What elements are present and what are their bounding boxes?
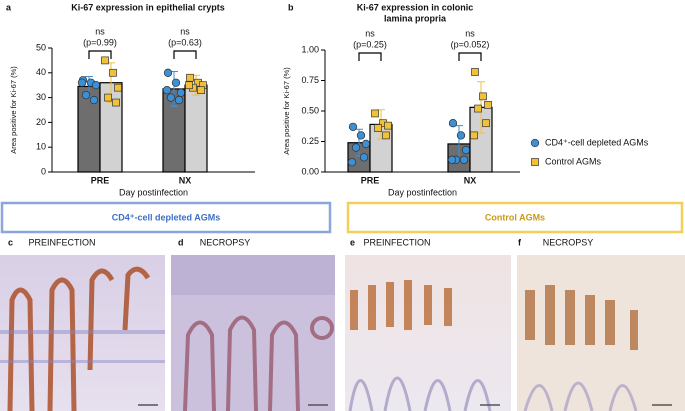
significance-bracket <box>173 50 197 59</box>
chart-title: lamina propria <box>384 13 447 23</box>
data-point <box>374 124 382 132</box>
data-point <box>447 155 457 164</box>
y-tick-label: 40 <box>36 67 46 77</box>
data-point <box>471 68 479 76</box>
panel-letter: a <box>6 2 12 12</box>
data-point <box>448 119 458 128</box>
x-tick-label: NX <box>179 175 192 185</box>
significance-bracket <box>88 50 112 59</box>
data-point <box>171 78 181 87</box>
x-tick-label: PRE <box>91 175 110 185</box>
significance-label: ns <box>465 28 475 38</box>
chart-title: Ki-67 expression in colonic <box>357 2 474 12</box>
data-point <box>347 158 357 167</box>
data-point <box>176 88 186 97</box>
data-point <box>459 155 469 164</box>
y-tick-label: 0.75 <box>301 75 319 85</box>
data-point <box>112 98 120 107</box>
legend-label: Control AGMs <box>545 156 602 166</box>
panel-letter: c <box>8 237 13 247</box>
y-tick-label: 0 <box>41 166 46 176</box>
image-caption: NECROPSY <box>200 237 251 247</box>
data-point <box>77 78 87 87</box>
y-tick-label: 1.00 <box>301 44 319 54</box>
data-point <box>91 81 101 90</box>
significance-label: ns <box>95 26 105 36</box>
group-label: CD4⁺-cell depleted AGMs <box>112 212 220 222</box>
significance-bracket <box>458 52 482 61</box>
x-axis-label: Day postinfection <box>119 187 188 197</box>
data-point <box>371 109 379 118</box>
x-axis-label: Day postinfection <box>388 187 457 197</box>
data-point <box>166 93 176 102</box>
data-point <box>114 83 122 92</box>
data-point <box>197 86 205 95</box>
y-tick-label: 50 <box>36 42 46 52</box>
image-caption: PREINFECTION <box>363 237 430 247</box>
significance-label: ns <box>365 28 375 38</box>
micrograph <box>345 255 511 411</box>
image-caption: NECROPSY <box>543 237 594 247</box>
group-label: Control AGMs <box>485 212 545 222</box>
panel-letter: d <box>178 237 184 247</box>
significance-label: ns <box>180 26 190 36</box>
data-point <box>348 122 358 132</box>
micrograph <box>171 255 335 411</box>
data-point <box>185 81 193 90</box>
panel-letter: f <box>518 237 522 247</box>
y-tick-label: 0.50 <box>301 105 319 115</box>
data-point <box>482 119 490 128</box>
x-tick-label: NX <box>464 175 477 185</box>
data-point <box>101 56 109 65</box>
group-box <box>0 201 332 234</box>
y-axis-label: Area positive for Ki-67 (%) <box>9 66 18 154</box>
data-point <box>174 95 184 105</box>
chart-title: Ki-67 expression in epithelial crypts <box>71 2 225 12</box>
y-tick-label: 30 <box>36 92 46 102</box>
data-point <box>474 104 482 113</box>
data-point <box>356 131 366 140</box>
bar <box>184 84 208 173</box>
data-point <box>479 92 487 101</box>
legend-label: CD4⁺-cell depleted AGMs <box>545 137 649 147</box>
data-point <box>89 95 99 105</box>
panel-letter: b <box>288 2 294 12</box>
data-point <box>186 73 194 82</box>
data-point <box>162 86 172 95</box>
data-point <box>456 131 466 140</box>
x-tick-label: PRE <box>361 175 380 185</box>
panel-letter: e <box>350 237 355 247</box>
y-axis-label: Area positive for Ki-67 (%) <box>282 67 291 155</box>
legend-marker <box>531 158 539 166</box>
data-point <box>361 139 371 149</box>
data-point <box>351 143 361 152</box>
y-tick-label: 20 <box>36 117 46 127</box>
y-tick-label: 10 <box>36 142 46 152</box>
significance-label: (p=0.25) <box>353 39 387 49</box>
data-point <box>461 145 471 155</box>
significance-label: (p=0.63) <box>168 37 202 47</box>
data-point <box>163 68 173 77</box>
data-point <box>104 93 112 102</box>
data-point <box>384 121 392 130</box>
legend-marker <box>530 138 540 148</box>
data-point <box>470 131 478 140</box>
significance-bracket <box>358 52 382 61</box>
y-tick-label: 0.25 <box>301 136 319 146</box>
image-caption: PREINFECTION <box>28 237 95 247</box>
data-point <box>109 68 117 77</box>
data-point <box>81 90 91 100</box>
significance-label: (p=0.052) <box>451 39 490 49</box>
significance-label: (p=0.99) <box>83 37 117 47</box>
data-point <box>484 101 492 109</box>
y-tick-label: 0.00 <box>301 166 319 176</box>
group-box <box>346 201 684 234</box>
micrograph <box>517 255 685 411</box>
micrograph <box>0 255 165 411</box>
data-point <box>359 153 369 162</box>
data-point <box>382 131 390 140</box>
